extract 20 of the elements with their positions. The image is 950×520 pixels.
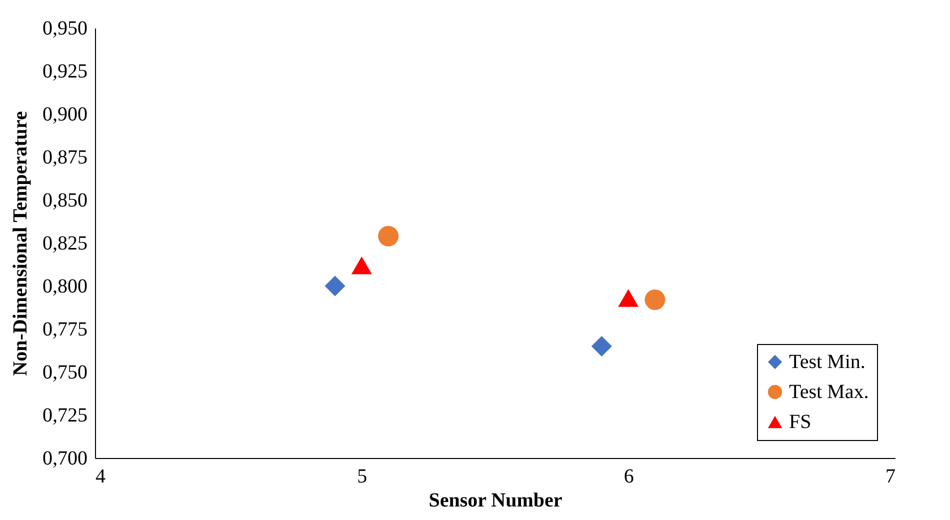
legend-label: Test Max. xyxy=(789,381,869,403)
x-axis-title: Sensor Number xyxy=(428,490,562,512)
y-tick-label: 0,725 xyxy=(42,404,88,426)
x-tick-label: 5 xyxy=(357,466,368,488)
x-tick-label: 4 xyxy=(96,466,106,488)
y-tick-label: 0,925 xyxy=(42,60,88,82)
y-tick-label: 0,750 xyxy=(42,362,88,384)
y-tick-label: 0,775 xyxy=(42,318,88,340)
y-tick-label: 0,850 xyxy=(42,190,88,212)
y-tick-label: 0,950 xyxy=(42,18,88,40)
y-tick-label: 0,700 xyxy=(42,448,88,470)
y-tick-label: 0,875 xyxy=(42,146,88,168)
y-tick-label: 0,800 xyxy=(42,276,88,298)
legend-label: FS xyxy=(789,411,812,433)
y-axis-title: Non-Dimensional Temperature xyxy=(10,111,32,376)
x-tick-label: 7 xyxy=(886,466,896,488)
legend-label: Test Min. xyxy=(789,351,866,373)
y-tick-label: 0,900 xyxy=(42,104,88,126)
y-tick-label: 0,825 xyxy=(42,232,88,254)
x-tick-label: 6 xyxy=(624,466,634,488)
